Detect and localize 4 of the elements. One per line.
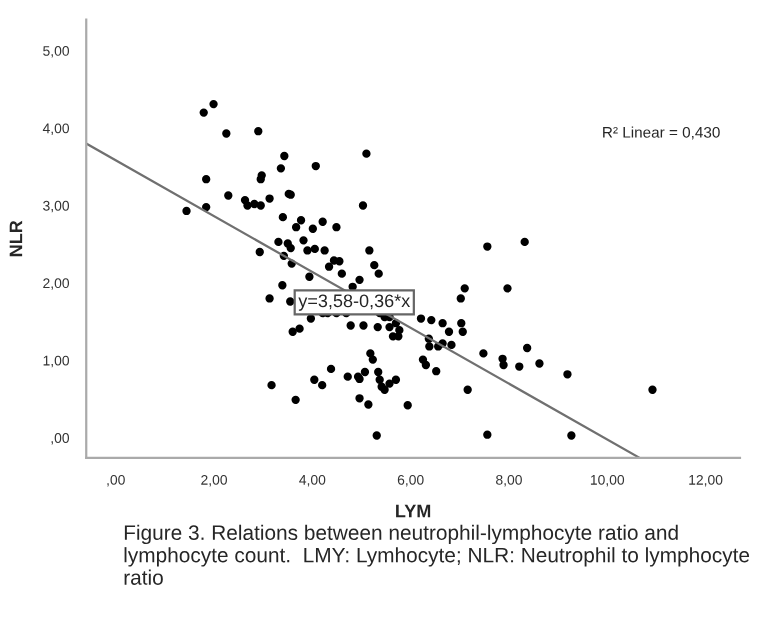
annotation: y=3,58-0,36*x <box>298 294 411 311</box>
x-axis-title: LYM <box>396 504 431 518</box>
caption: Figure 3. Relations between neutrophil-lymphocyte ratio and lymphocyte count. LMY: Lymhocyte; NLR: Neutrophil to lymphocyte ratio <box>124 524 750 585</box>
y-axis-title: NLR <box>9 220 23 257</box>
